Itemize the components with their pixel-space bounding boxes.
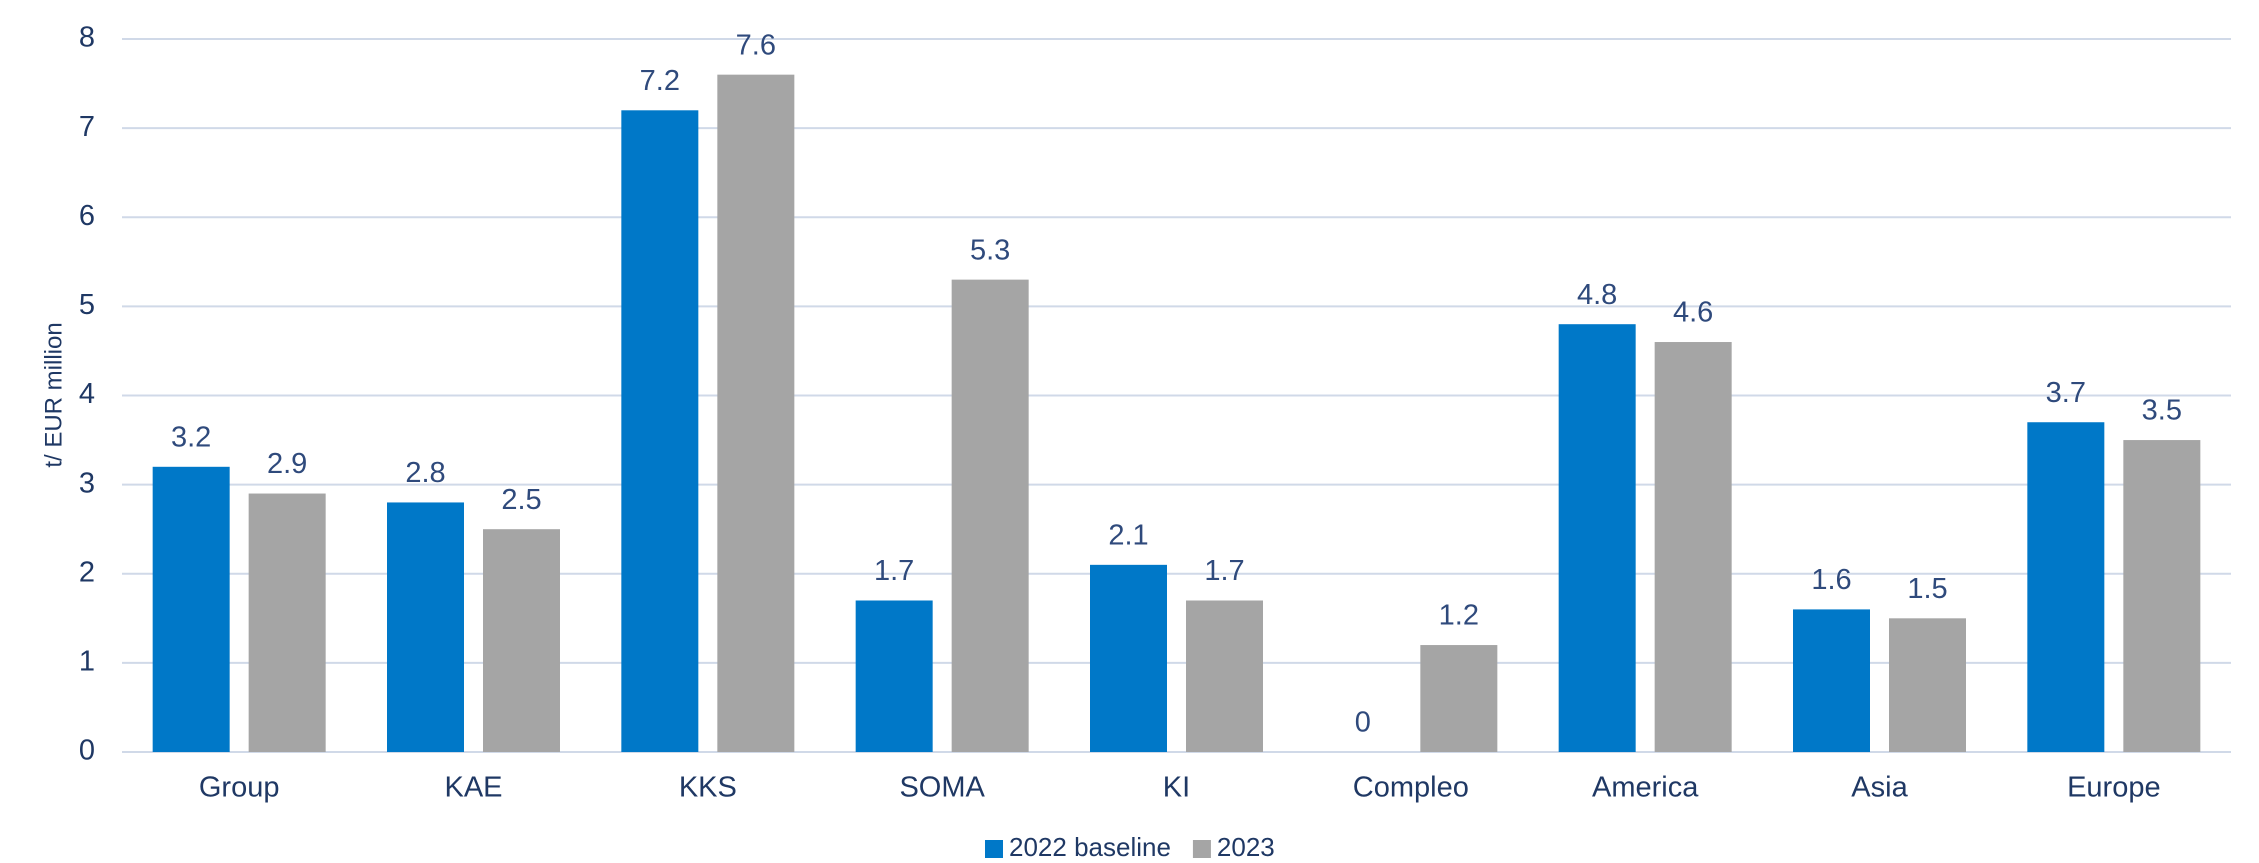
bar	[248, 493, 326, 752]
x-tick-label: KI	[1163, 772, 1190, 804]
data-label: 2.8	[405, 457, 445, 489]
bar	[2027, 422, 2105, 752]
legend-label: 2023	[1217, 832, 1275, 862]
data-label: 3.7	[2046, 377, 2086, 409]
bar	[1186, 600, 1263, 752]
y-tick-label: 8	[79, 22, 95, 54]
x-tick-label: KKS	[679, 772, 737, 804]
x-tick-label: Europe	[2067, 772, 2161, 804]
data-label: 4.8	[1577, 279, 1617, 311]
x-tick-label: Group	[199, 772, 280, 804]
y-tick-label: 2	[79, 556, 95, 588]
data-label: 2.9	[267, 448, 307, 480]
bar	[2123, 440, 2201, 752]
legend-swatch	[1192, 840, 1211, 858]
legend-swatch	[985, 840, 1003, 858]
x-tick-label: KAE	[444, 772, 502, 804]
data-label: 7.6	[736, 29, 776, 61]
bar	[152, 466, 230, 752]
y-tick-label: 0	[79, 735, 95, 767]
y-tick-label: 3	[79, 467, 95, 499]
data-label: 2.5	[501, 484, 541, 516]
bar	[621, 110, 699, 753]
data-label: 4.6	[1673, 297, 1713, 329]
data-label: 2.1	[1108, 519, 1148, 551]
data-label: 5.3	[970, 234, 1010, 266]
data-label: 3.5	[2142, 395, 2182, 427]
y-tick-label: 1	[79, 646, 95, 678]
y-tick-label: 5	[79, 289, 95, 321]
data-label: 3.2	[171, 421, 211, 453]
data-label: 1.2	[1439, 600, 1479, 632]
bar	[1558, 324, 1636, 752]
bar	[855, 600, 933, 752]
y-axis-label: t/ EUR million	[40, 322, 67, 467]
bar	[951, 279, 1029, 752]
data-label: 1.7	[874, 555, 914, 587]
x-tick-label: America	[1592, 772, 1699, 804]
data-label: 1.5	[1907, 573, 1947, 605]
data-label: 7.2	[640, 65, 680, 97]
bar	[1090, 564, 1167, 752]
y-tick-label: 7	[79, 111, 95, 143]
bar	[1654, 342, 1732, 752]
bar	[1420, 645, 1498, 752]
bar	[1793, 609, 1870, 752]
bar	[387, 502, 464, 752]
bar	[717, 74, 795, 752]
x-tick-label: Asia	[1851, 772, 1908, 804]
data-label: 1.6	[1811, 564, 1851, 596]
y-tick-label: 4	[79, 378, 95, 410]
bar	[1889, 618, 1966, 752]
bar	[483, 529, 560, 752]
data-label: 0	[1355, 707, 1371, 739]
y-tick-label: 6	[79, 200, 95, 232]
x-tick-label: Compleo	[1353, 772, 1469, 804]
data-label: 1.7	[1204, 555, 1244, 587]
legend-label: 2022 baseline	[1009, 832, 1171, 862]
x-tick-label: SOMA	[899, 772, 985, 804]
